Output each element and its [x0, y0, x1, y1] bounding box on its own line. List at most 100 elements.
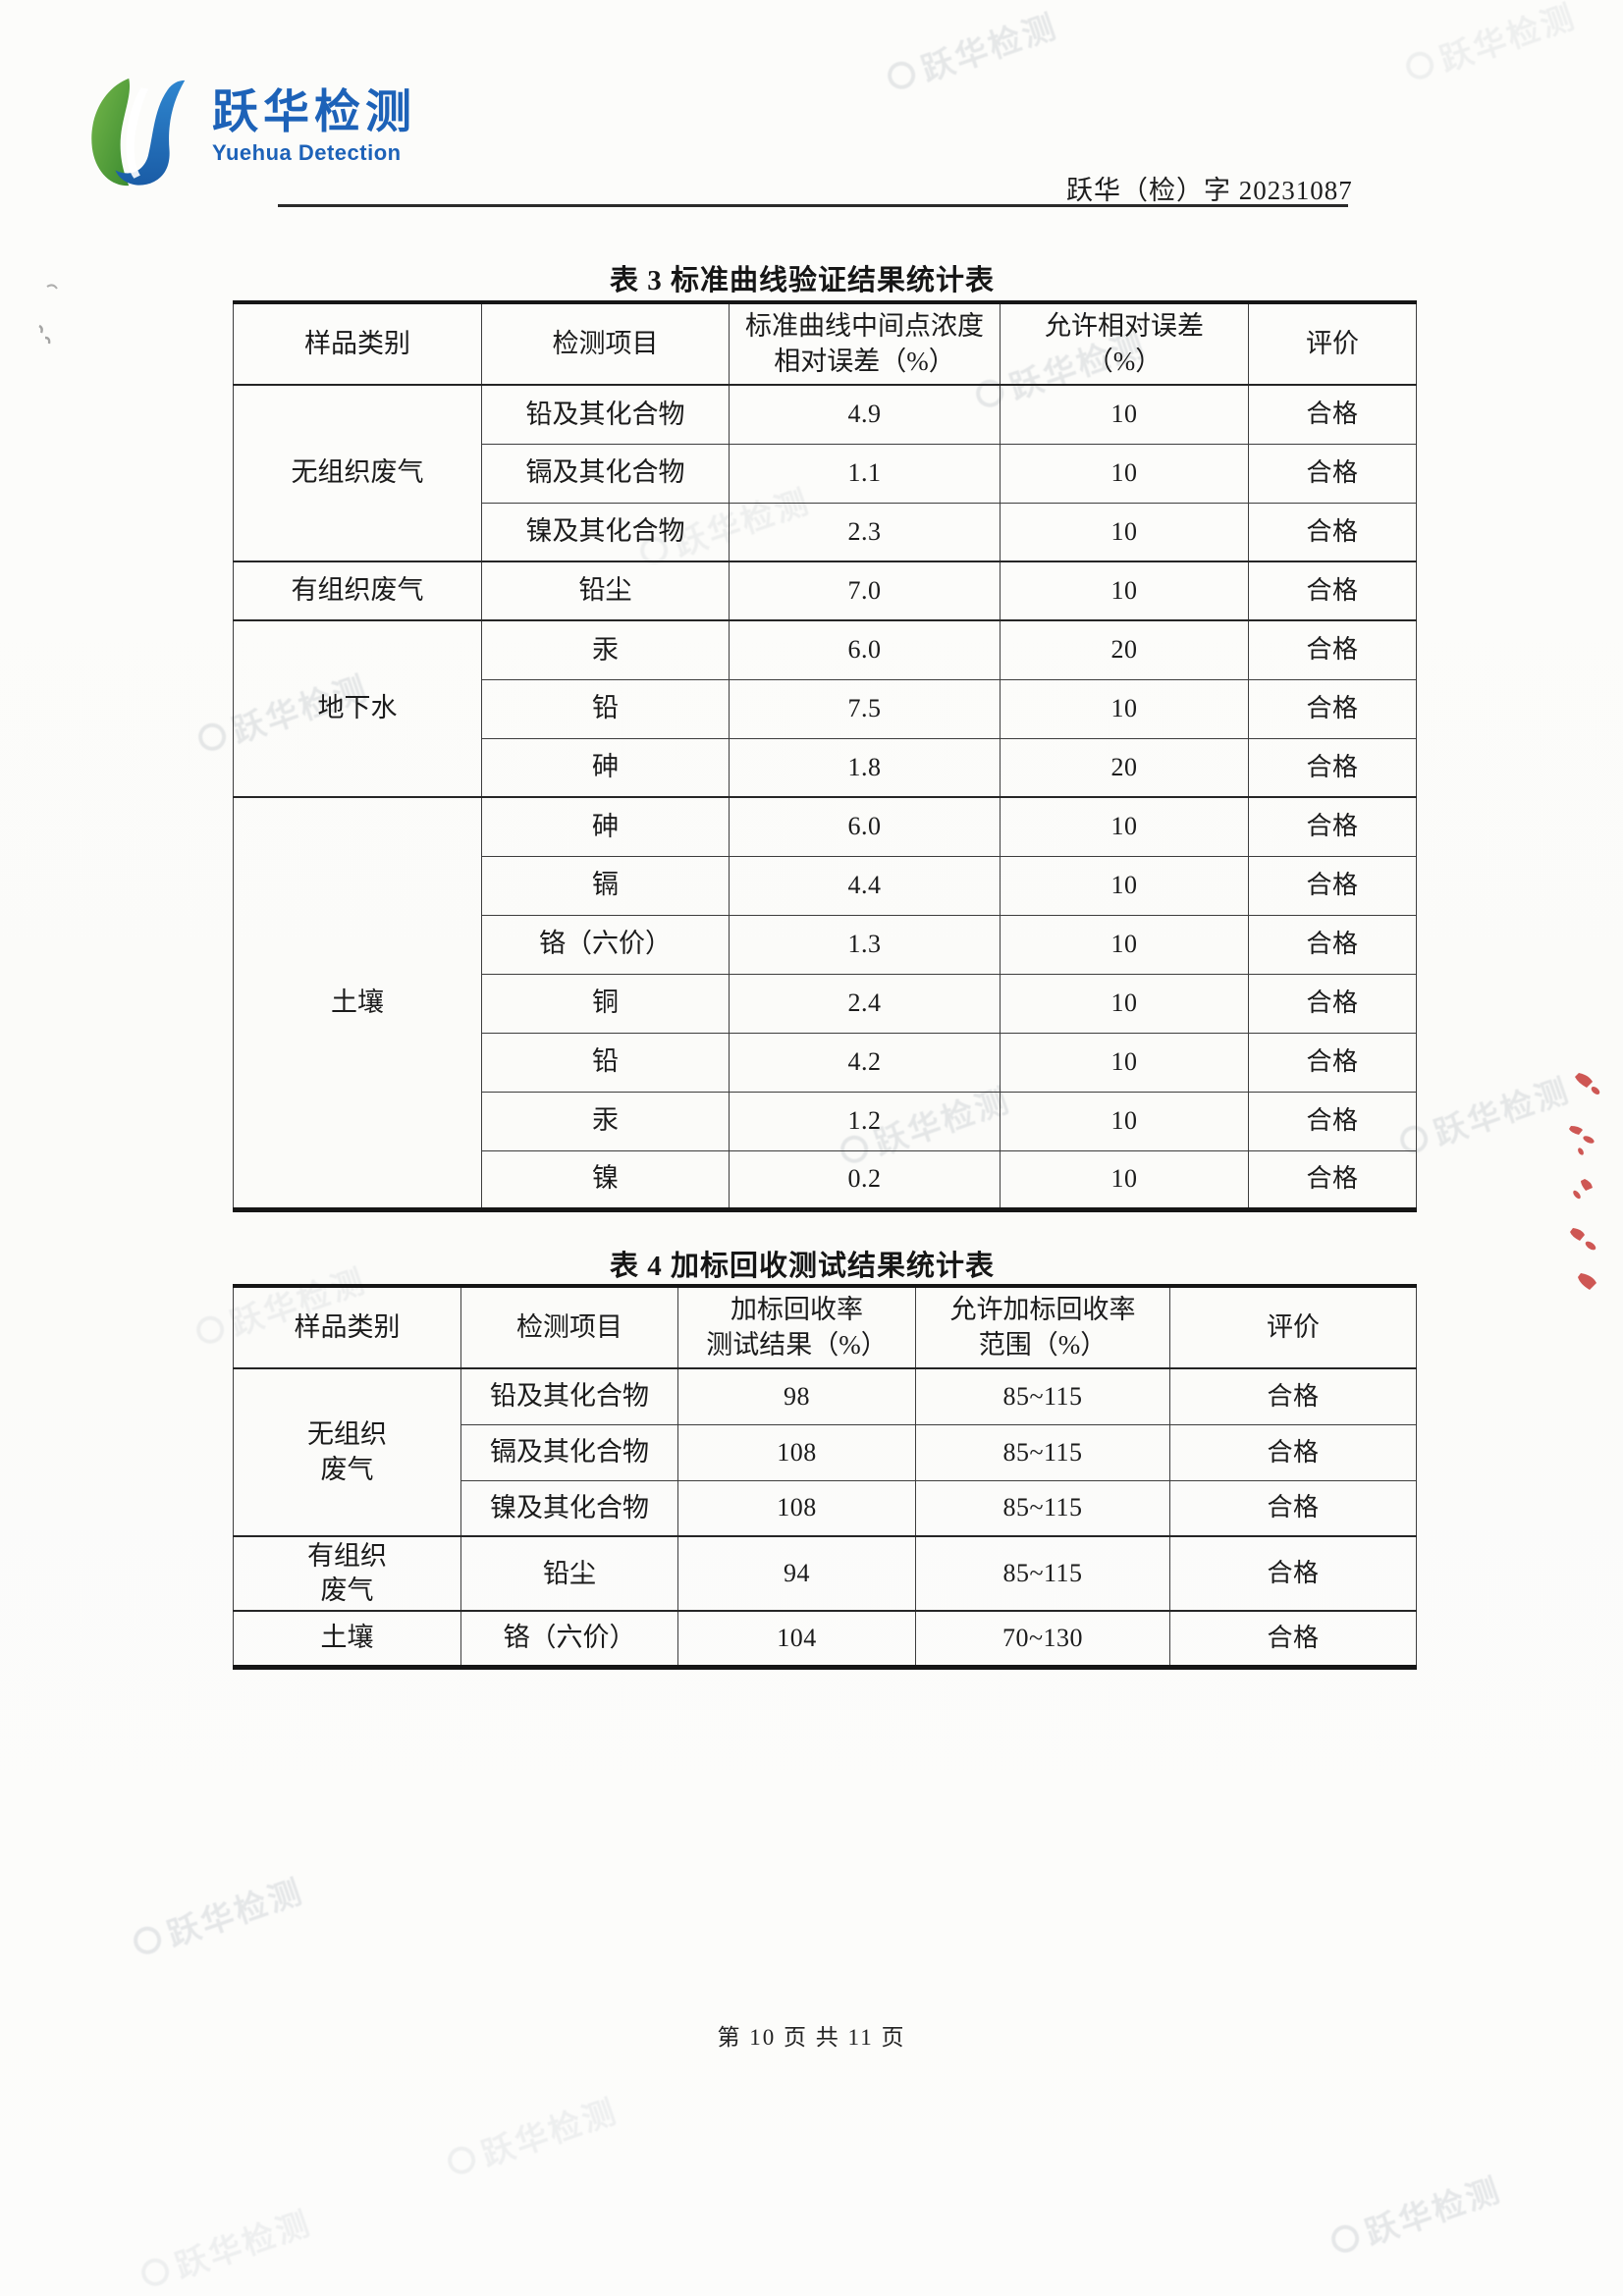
document-number: 跃华（检）字 20231087 — [1066, 176, 1353, 205]
value-cell: 合格 — [1248, 855, 1417, 916]
value-cell: 20 — [1000, 619, 1249, 680]
sample-category-cell: 无组织废气 — [233, 384, 482, 562]
sample-category-cell: 有组织废气 — [233, 561, 482, 621]
table-row: 铜 2.4 10 合格 — [234, 973, 1417, 1034]
value-cell: 85~115 — [915, 1534, 1170, 1612]
value-cell: 4.4 — [729, 855, 1001, 916]
value-cell: 10 — [1000, 502, 1249, 562]
watermark: 跃华检测 — [881, 0, 1063, 102]
value-cell: 合格 — [1248, 502, 1417, 562]
watermark: 跃华检测 — [1399, 0, 1582, 92]
table3-standard-curve: 样品类别 检测项目 标准曲线中间点浓度 相对误差（%） 允许相对误差 （%） 评价 无组织… — [233, 300, 1417, 1212]
column-header: 样品类别 — [233, 1285, 461, 1369]
analyte-cell: 汞 — [481, 619, 730, 680]
value-cell: 6.0 — [729, 796, 1001, 857]
table-row: 地下水汞 6.0 20 合格 — [233, 619, 1417, 798]
watermark-logo-icon — [884, 57, 919, 93]
value-cell: 合格 — [1169, 1610, 1417, 1668]
value-cell: 1.2 — [729, 1091, 1001, 1151]
column-header: 加标回收率 测试结果（%） — [677, 1285, 916, 1369]
sample-category-cell: 有组织 废气 — [233, 1534, 461, 1612]
value-cell: 7.5 — [729, 678, 1001, 739]
table4-title: 表 4 加标回收测试结果统计表 — [609, 1251, 995, 1282]
value-cell: 10 — [1000, 796, 1249, 857]
value-cell: 合格 — [1248, 384, 1417, 445]
red-stamp-fragment — [1569, 1073, 1600, 1290]
value-cell: 合格 — [1248, 443, 1417, 504]
watermark-logo-icon — [130, 1922, 165, 1958]
analyte-cell: 铅及其化合物 — [481, 384, 730, 445]
table-row: 有组织 废气 铅尘 94 85~115 合格 — [233, 1534, 1417, 1612]
column-header: 评价 — [1169, 1285, 1417, 1369]
value-cell: 6.0 — [729, 619, 1001, 680]
value-cell: 1.3 — [729, 914, 1001, 975]
watermark-logo-icon — [1327, 2220, 1363, 2257]
value-cell: 85~115 — [915, 1367, 1170, 1425]
page-number: 第 10 页 共 11 页 — [717, 2025, 906, 2050]
watermark-logo-icon — [194, 719, 230, 755]
value-cell: 104 — [677, 1610, 916, 1668]
column-header: 评价 — [1248, 301, 1417, 386]
value-cell: 85~115 — [915, 1423, 1170, 1481]
analyte-cell: 铅 — [481, 678, 730, 739]
column-header: 标准曲线中间点浓度 相对误差（%） — [729, 301, 1001, 386]
analyte-cell: 铬（六价） — [460, 1610, 678, 1668]
value-cell: 7.0 — [729, 561, 1001, 621]
column-header: 检测项目 — [460, 1285, 678, 1369]
value-cell: 合格 — [1248, 1091, 1417, 1151]
value-cell: 合格 — [1248, 914, 1417, 975]
table-row: 土壤 铬（六价） 104 70~130 合格 — [233, 1610, 1417, 1668]
analyte-cell: 镍及其化合物 — [460, 1479, 678, 1537]
table-row: 铅 7.5 10 合格 — [234, 678, 1417, 739]
table-row: 镍 0.2 10 合格 — [234, 1149, 1417, 1210]
column-header: 检测项目 — [481, 301, 730, 386]
watermark: 跃华检测 — [135, 2197, 317, 2296]
value-cell: 98 — [677, 1367, 916, 1425]
table-row: 无组织废气 铅及其化合物 4.9 10 合格 — [233, 384, 1417, 562]
value-cell: 合格 — [1248, 619, 1417, 680]
analyte-cell: 镉 — [481, 855, 730, 916]
watermark-logo-icon — [192, 1311, 228, 1348]
value-cell: 10 — [1000, 561, 1249, 621]
value-cell: 1.8 — [729, 737, 1001, 798]
column-header: 允许加标回收率 范围（%） — [915, 1285, 1170, 1369]
value-cell: 10 — [1000, 855, 1249, 916]
table-row: 砷 1.8 20 合格 — [234, 737, 1417, 798]
value-cell: 10 — [1000, 973, 1249, 1034]
pencil-mark — [38, 284, 58, 345]
analyte-cell: 镉及其化合物 — [481, 443, 730, 504]
watermark: 跃华检测 — [127, 1865, 309, 1967]
analyte-cell: 镉及其化合物 — [460, 1423, 678, 1481]
value-cell: 4.2 — [729, 1032, 1001, 1093]
table3-title: 表 3 标准曲线验证结果统计表 — [609, 265, 995, 296]
company-logo: 跃华检测 Yuehua Detection — [84, 75, 416, 190]
sample-category-cell: 地下水 — [233, 619, 482, 798]
table-row: 土壤砷 6.0 10 合格 — [233, 796, 1417, 1210]
company-name-cn: 跃华检测 — [212, 85, 416, 137]
analyte-cell: 镍 — [481, 1149, 730, 1210]
watermark: 跃华检测 — [1393, 1064, 1576, 1166]
value-cell: 2.4 — [729, 973, 1001, 1034]
value-cell: 合格 — [1169, 1479, 1417, 1537]
column-header: 允许相对误差 （%） — [1000, 301, 1249, 386]
value-cell: 10 — [1000, 1032, 1249, 1093]
value-cell: 10 — [1000, 678, 1249, 739]
value-cell: 合格 — [1169, 1534, 1417, 1612]
value-cell: 合格 — [1248, 796, 1417, 857]
table-row: 镍及其化合物 108 85~115 合格 — [234, 1479, 1417, 1537]
analyte-cell: 砷 — [481, 796, 730, 857]
value-cell: 20 — [1000, 737, 1249, 798]
value-cell: 0.2 — [729, 1149, 1001, 1210]
analyte-cell: 铅及其化合物 — [460, 1367, 678, 1425]
analyte-cell: 汞 — [481, 1091, 730, 1151]
value-cell: 合格 — [1169, 1367, 1417, 1425]
table-row: 铬（六价） 1.3 10 合格 — [234, 914, 1417, 975]
analyte-cell: 铅尘 — [460, 1534, 678, 1612]
analyte-cell: 砷 — [481, 737, 730, 798]
sample-category-cell: 无组织 废气 — [233, 1367, 461, 1537]
analyte-cell: 铜 — [481, 973, 730, 1034]
analyte-cell: 镍及其化合物 — [481, 502, 730, 562]
watermark: 跃华检测 — [441, 2085, 623, 2187]
value-cell: 10 — [1000, 1091, 1249, 1151]
